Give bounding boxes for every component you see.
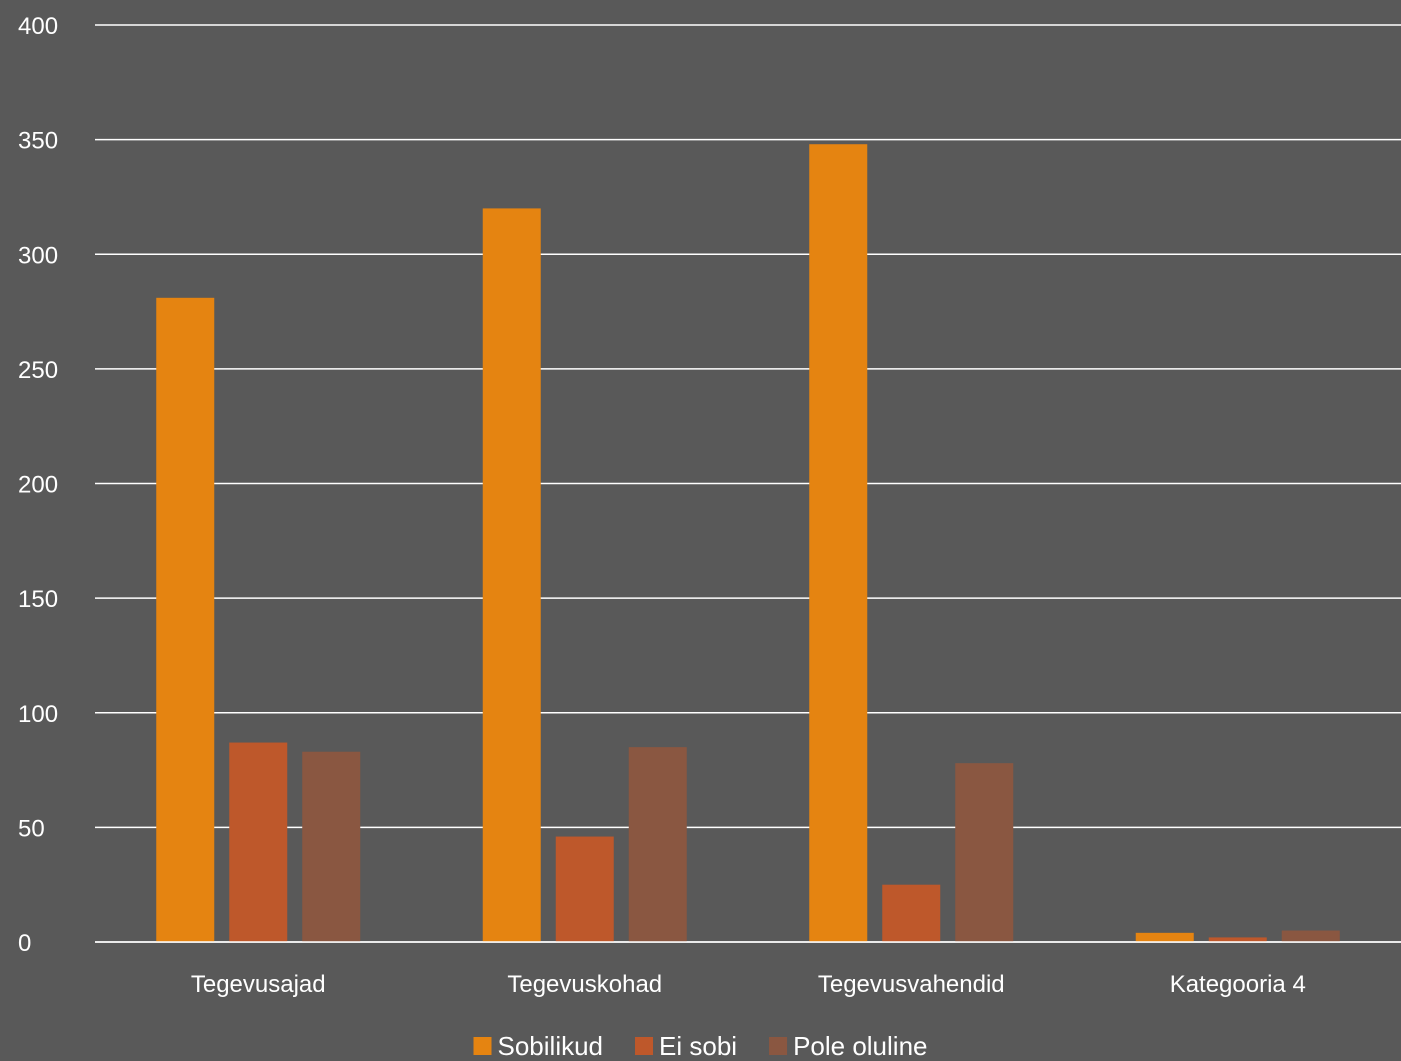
bar-ei-sobi-tegevusvahendid: [882, 884, 941, 942]
x-category-label: Tegevusajad: [191, 971, 326, 998]
bar-sobilikud-kategooria-4: [1135, 932, 1194, 942]
x-category-label: Tegevusvahendid: [818, 971, 1005, 998]
bar-pole-oluline-tegevusvahendid: [955, 763, 1014, 942]
y-tick-label: 100: [18, 701, 58, 728]
bar-sobilikud-tegevusvahendid: [809, 144, 868, 942]
legend-label: Ei sobi: [659, 1031, 737, 1061]
bar-sobilikud-tegevusajad: [156, 297, 215, 942]
x-axis-labels: Tegevusajad Tegevuskohad Tegevusvahendid Ka…: [191, 971, 1306, 998]
legend-swatch: [769, 1037, 788, 1055]
legend-label: Sobilikud: [498, 1031, 604, 1061]
bars: [95, 144, 1401, 943]
legend-swatch: [473, 1037, 492, 1055]
bar-sobilikud-tegevuskohad: [482, 208, 541, 942]
legend-item-pole-oluline: Pole oluline: [769, 1031, 928, 1061]
y-tick-label: 250: [18, 357, 58, 384]
legend-swatch: [635, 1037, 654, 1055]
y-tick-label: 300: [18, 242, 58, 269]
legend-label: Pole oluline: [793, 1031, 927, 1061]
bar-pole-oluline-kategooria-4: [1281, 930, 1340, 942]
y-tick-label: 50: [18, 815, 45, 842]
y-axis-ticks: 0 50 100 150 200 250 300 350 400: [18, 13, 58, 957]
bar-ei-sobi-kategooria-4: [1208, 937, 1267, 942]
bar-pole-oluline-tegevuskohad: [628, 747, 687, 942]
y-tick-label: 350: [18, 128, 58, 155]
x-category-label: Kategooria 4: [1170, 971, 1306, 998]
gridlines: [95, 24, 1401, 943]
x-category-label: Tegevuskohad: [507, 971, 662, 998]
bar-pole-oluline-tegevusajad: [302, 751, 361, 942]
y-tick-label: 400: [18, 13, 58, 40]
legend-item-sobilikud: Sobilikud: [473, 1031, 604, 1061]
bar-ei-sobi-tegevuskohad: [555, 836, 614, 942]
legend: Sobilikud Ei sobi Pole oluline: [473, 1031, 928, 1061]
y-tick-label: 0: [18, 930, 31, 957]
bar-ei-sobi-tegevusajad: [229, 742, 288, 942]
y-tick-label: 200: [18, 472, 58, 499]
y-tick-label: 150: [18, 586, 58, 613]
legend-item-ei-sobi: Ei sobi: [635, 1031, 737, 1061]
